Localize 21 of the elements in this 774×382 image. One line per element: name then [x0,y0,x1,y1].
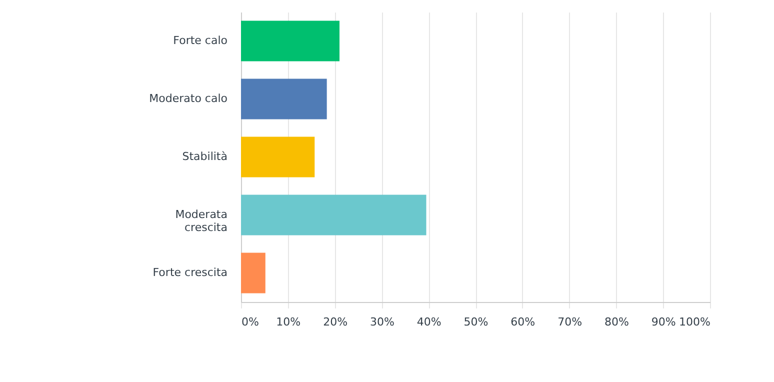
x-tick-label: 20% [323,316,348,328]
x-tick-label: 0% [242,316,259,328]
bar [241,136,315,178]
x-tick-label: 50% [464,316,488,328]
y-tick-label: Forte calo [173,34,228,47]
x-tick-label: 80% [604,316,629,328]
x-tick-label: 60% [510,316,536,328]
x-tick-label: 40% [416,316,442,328]
x-tick-label: 90% [651,316,676,328]
bar [241,20,340,62]
x-tick-label: 100% [679,316,710,328]
y-tick-label: Moderata crescita [175,208,228,234]
x-tick-label: 70% [558,316,582,328]
x-tick-label: 10% [276,316,301,328]
bar [241,194,426,236]
y-tick-label: Stabilità [182,150,228,163]
y-tick-label: Moderato calo [149,92,228,105]
bar [241,252,266,294]
x-tick-label: 30% [370,316,394,328]
bar [241,78,327,120]
y-tick-label: Forte crescita [152,266,228,279]
